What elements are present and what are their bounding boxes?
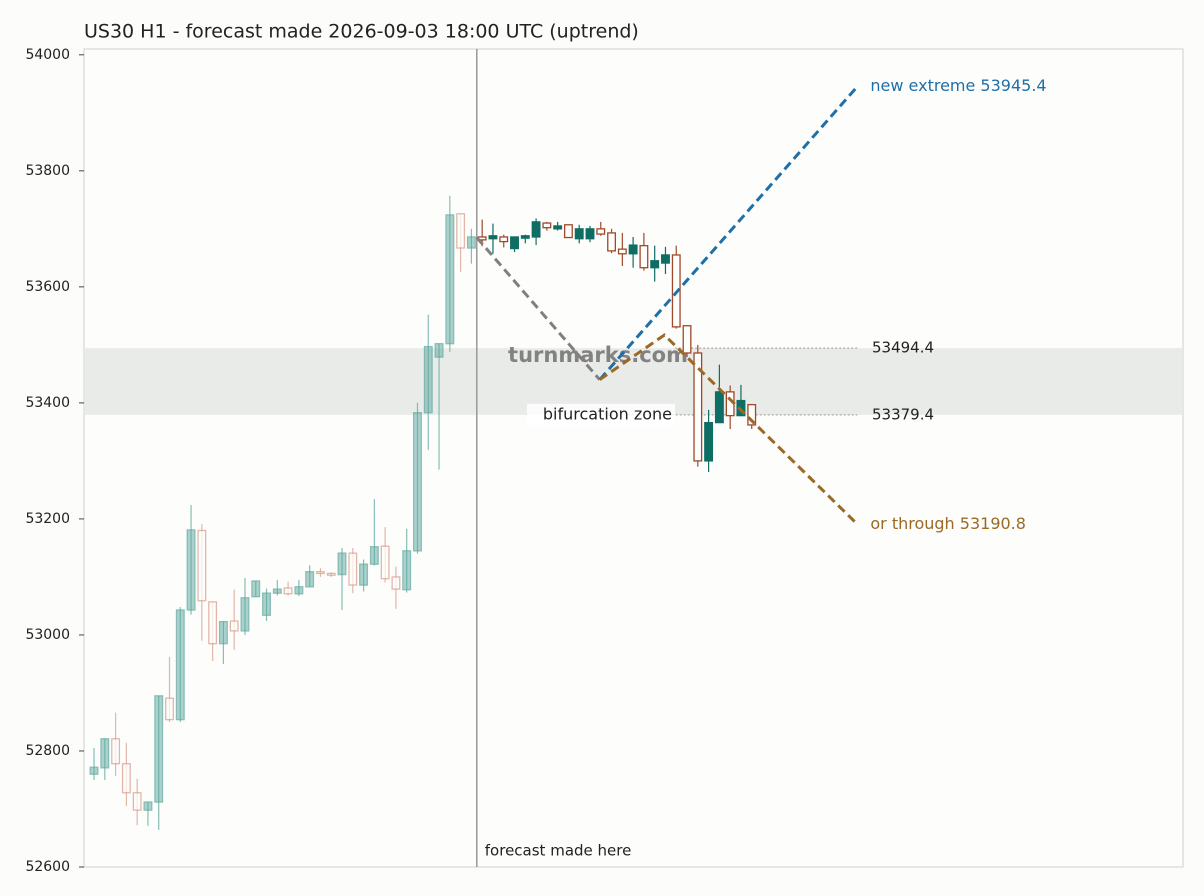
zone-level-label: 53379.4	[872, 405, 934, 423]
zone-level-label: 53494.4	[872, 339, 934, 357]
candle-body	[369, 546, 379, 565]
bifurcation-zone	[85, 348, 1182, 415]
zone-label-bg	[527, 403, 675, 426]
candle-body	[682, 325, 692, 354]
candle-body	[747, 403, 757, 426]
candle-body	[553, 225, 563, 230]
candle-body	[283, 587, 293, 595]
y-tick-label: 53600	[25, 279, 70, 295]
y-tick-label: 52600	[25, 859, 70, 875]
candle-body	[165, 697, 174, 721]
candle-body	[488, 235, 498, 240]
y-tick-label: 53400	[25, 395, 70, 411]
candle-body	[294, 586, 304, 595]
candle-body	[585, 228, 595, 240]
candle-body	[510, 236, 519, 250]
y-tick-label: 54000	[25, 47, 70, 63]
watermark: turnmarks.com	[508, 343, 688, 367]
zone-label: bifurcation zone	[543, 404, 672, 423]
candle-body	[413, 412, 422, 552]
candle-body	[143, 801, 153, 811]
candle-body	[315, 571, 325, 575]
candle-body	[132, 792, 142, 811]
candle-body	[596, 228, 606, 235]
candle-body	[272, 588, 282, 594]
candle-body	[402, 550, 412, 591]
candle-body	[607, 232, 617, 252]
candle-body	[186, 529, 196, 611]
candle-body	[714, 391, 724, 424]
candle-body	[229, 620, 239, 632]
candle-body	[639, 245, 649, 269]
candle-body	[208, 601, 218, 645]
candle-body	[520, 235, 530, 239]
projection-line	[475, 236, 601, 381]
candle-body	[348, 552, 358, 586]
candle-body	[563, 224, 573, 239]
candle-body	[423, 345, 433, 414]
candle-body	[542, 222, 552, 229]
candle-body	[218, 620, 228, 645]
candle-body	[445, 214, 455, 345]
y-tick-label: 53000	[25, 627, 70, 643]
candle-body	[628, 244, 638, 255]
candle-body	[111, 738, 121, 765]
candle-body	[154, 695, 164, 803]
y-tick-label: 52800	[25, 743, 70, 759]
candle-body	[240, 597, 250, 632]
candle-body	[326, 572, 336, 576]
projection-label: new extreme 53945.4	[870, 76, 1046, 95]
candle-body	[531, 221, 541, 238]
candle-body	[175, 609, 185, 721]
candle-body	[359, 563, 369, 586]
plot-area	[83, 48, 1184, 868]
chart-title: US30 H1 - forecast made 2026-09-03 18:00…	[84, 21, 639, 43]
y-tick-label: 53800	[25, 163, 70, 179]
candle-body	[704, 421, 714, 462]
candle-body	[434, 343, 444, 358]
candle-body	[661, 254, 670, 264]
candle-body	[197, 529, 207, 602]
candle-body	[650, 260, 660, 269]
candle-body	[380, 545, 390, 580]
candle-body	[337, 552, 347, 576]
forecast-label: forecast made here	[485, 842, 632, 860]
candle-body	[456, 213, 466, 249]
candle-body	[100, 738, 110, 769]
candle-body	[617, 248, 627, 255]
projection-line	[598, 333, 859, 526]
candle-body	[262, 592, 271, 616]
candle-body	[305, 571, 315, 588]
projection-line	[598, 85, 859, 381]
candle-body	[574, 228, 584, 240]
candle-body	[251, 580, 261, 598]
projection-label: or through 53190.8	[870, 514, 1026, 533]
candle-body	[466, 236, 476, 249]
candle-body	[391, 576, 401, 590]
candle-body	[499, 236, 509, 243]
candle-body	[693, 352, 703, 462]
candle-body	[121, 763, 131, 794]
y-tick-label: 53200	[25, 511, 70, 527]
candle-body	[89, 766, 99, 775]
